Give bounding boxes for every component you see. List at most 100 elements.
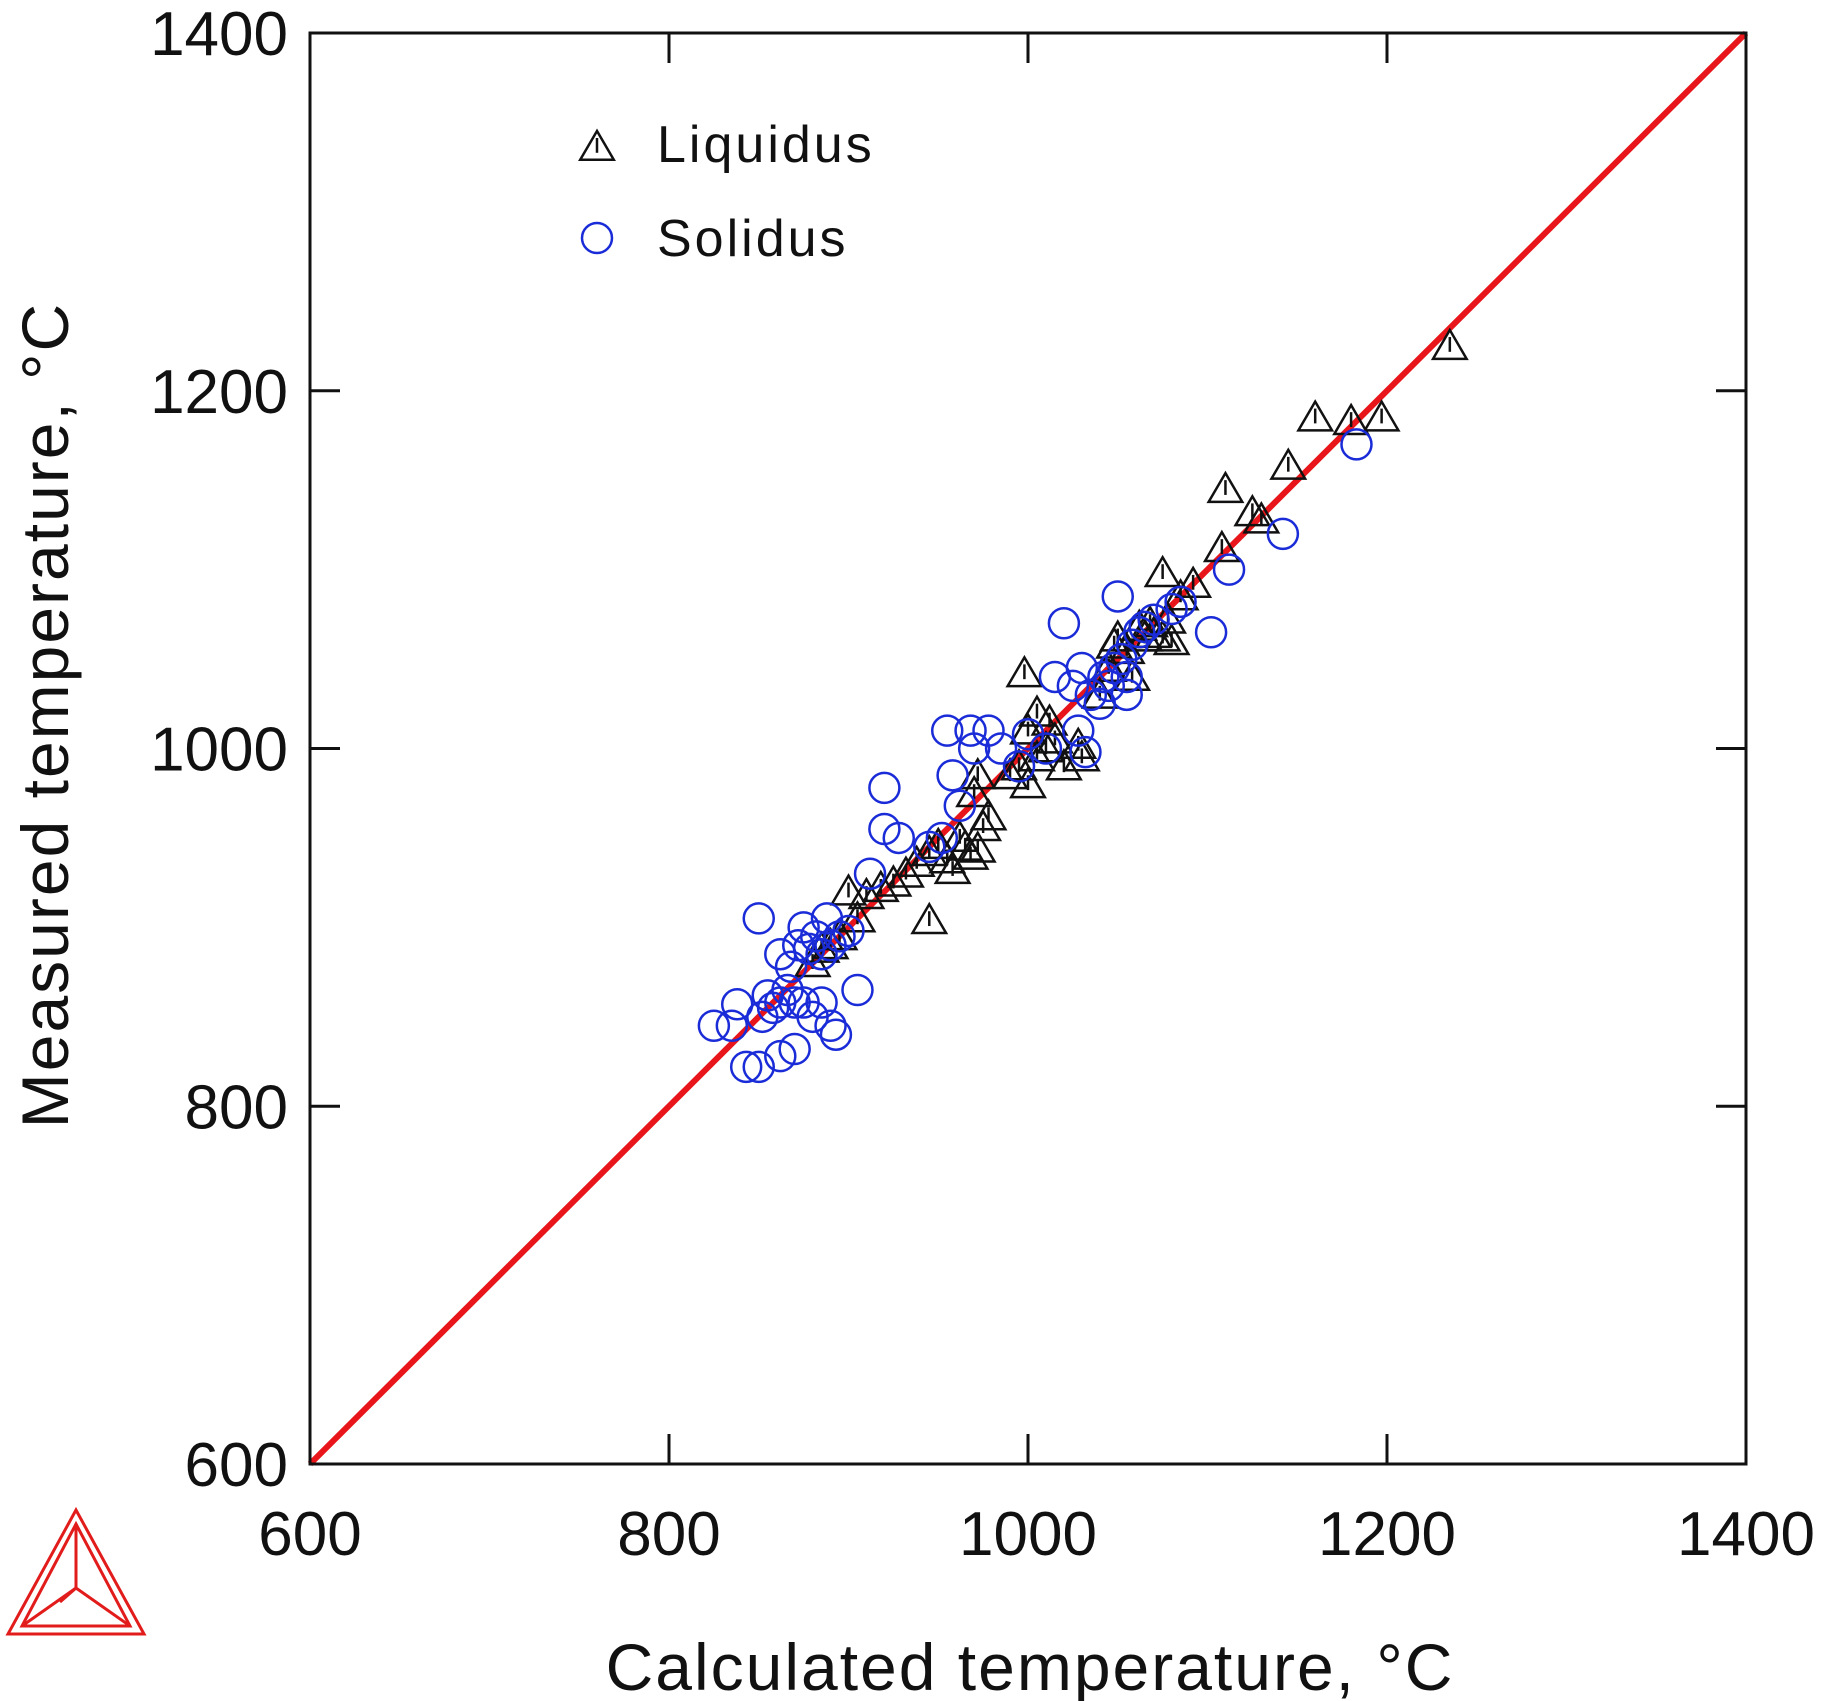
- point-liquidus-outline: [1242, 501, 1281, 534]
- point-solidus: [764, 937, 797, 971]
- point-solidus: [930, 714, 964, 747]
- point-liquidus-outline: [1296, 399, 1335, 432]
- point-liquidus: [1143, 554, 1182, 588]
- point-liquidus-outline: [991, 756, 1030, 790]
- point-solidus: [764, 1039, 797, 1073]
- legend-triangle-outline: [578, 128, 616, 162]
- point-liquidus: [1174, 565, 1213, 598]
- point-solidus: [729, 1050, 763, 1084]
- point-liquidus: [1062, 738, 1101, 772]
- point-solidus: [814, 1009, 847, 1043]
- point-liquidus-outline: [1035, 721, 1074, 754]
- x-tick-label: 600: [258, 1500, 361, 1569]
- point-solidus: [853, 857, 887, 890]
- point-solidus: [1137, 603, 1170, 636]
- point-solidus: [1110, 660, 1143, 694]
- point-liquidus: [1332, 402, 1371, 436]
- point-solidus: [868, 771, 901, 805]
- point-liquidus: [1152, 622, 1191, 656]
- x-tick-label: 1200: [1318, 1500, 1456, 1569]
- point-solidus: [1194, 615, 1228, 649]
- point-solidus: [819, 1018, 853, 1051]
- point-liquidus-outline: [1332, 402, 1371, 436]
- point-solidus: [1164, 585, 1197, 619]
- point-liquidus-outline: [910, 901, 949, 935]
- x-tick-label: 1000: [959, 1500, 1097, 1569]
- point-solidus: [984, 732, 1018, 765]
- point-liquidus: [969, 797, 1008, 831]
- legend-triangle: [578, 128, 616, 162]
- point-solidus: [1110, 678, 1143, 712]
- point-liquidus: [958, 756, 997, 790]
- legend-circle: [580, 221, 614, 255]
- point-liquidus-outline: [1152, 622, 1191, 656]
- point-liquidus: [1430, 327, 1469, 361]
- point-solidus: [1340, 428, 1373, 461]
- point-solidus: [1087, 660, 1120, 694]
- legend-label-solidus: Solidus: [657, 210, 849, 268]
- plot-frame: [308, 31, 1748, 1466]
- point-solidus: [972, 714, 1005, 747]
- x-tick-labels: 600 800 1000 1200 1400: [258, 1500, 1815, 1569]
- y-tick-label: 1000: [150, 716, 288, 785]
- point-solidus: [697, 1009, 731, 1043]
- point-liquidus-outline: [847, 876, 886, 910]
- y-tick-labels: 600 800 1000 1200 1400: [150, 0, 288, 1500]
- legend-marker-solidus: [580, 221, 614, 255]
- point-solidus: [1062, 714, 1095, 747]
- point-solidus: [1069, 735, 1102, 769]
- point-liquidus-outline: [1143, 554, 1182, 588]
- point-solidus: [1212, 553, 1246, 586]
- point-solidus: [841, 973, 874, 1007]
- point-liquidus: [1362, 399, 1401, 432]
- point-solidus: [805, 986, 838, 1019]
- point-solidus: [715, 1009, 749, 1043]
- point-liquidus: [1009, 765, 1047, 799]
- point-solidus: [1101, 580, 1134, 613]
- point-solidus: [1038, 660, 1072, 694]
- point-liquidus: [1000, 747, 1039, 781]
- point-solidus: [1074, 678, 1108, 712]
- point-liquidus-outline: [1174, 565, 1213, 598]
- y-tick-label: 1200: [150, 358, 288, 427]
- point-liquidus-outline: [1269, 447, 1308, 480]
- point-liquidus-outline: [1005, 654, 1044, 688]
- point-solidus: [882, 821, 916, 855]
- point-solidus: [1056, 669, 1090, 703]
- thermo-calc-logo: [5, 1506, 147, 1636]
- point-liquidus-outline: [1430, 327, 1469, 361]
- x-tick-label: 1400: [1677, 1500, 1815, 1569]
- point-solidus: [954, 714, 987, 747]
- point-liquidus-outline: [1202, 529, 1241, 563]
- point-liquidus-outline: [886, 855, 925, 888]
- y-tick-label: 800: [185, 1073, 288, 1142]
- point-liquidus: [910, 901, 949, 935]
- point-solidus: [936, 759, 969, 792]
- y-tick-label: 600: [185, 1431, 288, 1500]
- data-points: [697, 327, 1469, 1084]
- series-solidus: [697, 428, 1373, 1084]
- point-solidus: [1047, 607, 1081, 640]
- point-solidus: [1155, 592, 1188, 626]
- y-axis-title: Measured temperature, °C: [8, 302, 82, 1128]
- point-solidus: [943, 789, 977, 822]
- point-liquidus-outline: [1062, 738, 1101, 772]
- point-solidus: [742, 902, 775, 935]
- point-liquidus: [1296, 399, 1335, 432]
- point-liquidus: [1044, 747, 1083, 781]
- point-solidus: [823, 920, 856, 953]
- legend-marker-liquidus: [578, 128, 616, 162]
- x-tick-label: 800: [617, 1500, 720, 1569]
- point-liquidus-outline: [829, 873, 868, 906]
- point-liquidus: [829, 873, 868, 906]
- point-liquidus-outline: [958, 830, 997, 863]
- point-solidus: [742, 1050, 775, 1084]
- point-liquidus-outline: [1362, 399, 1401, 432]
- point-solidus: [1128, 610, 1161, 644]
- point-solidus: [774, 950, 808, 983]
- point-solidus: [832, 914, 865, 948]
- legend: Liquidus Solidus: [578, 116, 872, 268]
- point-solidus: [925, 821, 959, 855]
- point-liquidus: [1206, 470, 1245, 504]
